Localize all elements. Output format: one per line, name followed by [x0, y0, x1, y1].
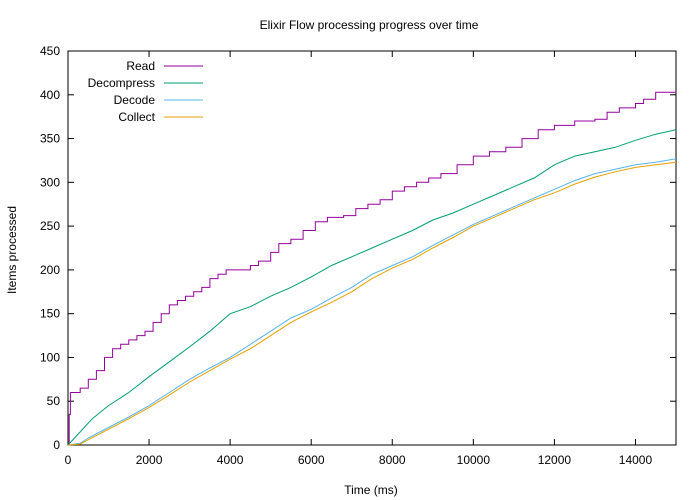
- y-tick-label: 50: [47, 394, 61, 408]
- chart-title: Elixir Flow processing progress over tim…: [260, 18, 479, 32]
- legend-label: Decompress: [88, 76, 155, 90]
- x-tick-label: 14000: [619, 453, 653, 467]
- y-tick-label: 0: [53, 438, 60, 452]
- y-tick-label: 250: [40, 219, 60, 233]
- x-tick-label: 6000: [298, 453, 325, 467]
- series-line-read: [68, 91, 676, 446]
- x-tick-label: 12000: [538, 453, 572, 467]
- y-tick-label: 200: [40, 263, 60, 277]
- y-tick-label: 400: [40, 88, 60, 102]
- y-tick-label: 450: [40, 44, 60, 58]
- axes: 0 2000 4000 6000 8000 10000 12000 14000 0 50 100 15…: [40, 44, 677, 467]
- legend-label: Collect: [118, 110, 155, 124]
- x-tick-label: 2000: [136, 453, 163, 467]
- x-tick-label: 10000: [457, 453, 491, 467]
- x-tick-label: 0: [65, 453, 72, 467]
- x-axis-label: Time (ms): [344, 483, 398, 497]
- y-axis-label: Items processed: [5, 206, 19, 294]
- legend: Read Decompress Decode Collect: [88, 59, 203, 124]
- series-line-decompress: [67, 129, 677, 446]
- x-tick-label: 4000: [217, 453, 244, 467]
- y-tick-label: 300: [40, 175, 60, 189]
- plot-border: [67, 50, 677, 446]
- series-line-collect: [67, 161, 677, 446]
- y-tick-label: 150: [40, 307, 60, 321]
- legend-label: Decode: [114, 93, 156, 107]
- series-line-decode: [67, 158, 677, 446]
- series-layer: [67, 91, 677, 446]
- y-tick-label: 100: [40, 350, 60, 364]
- y-tick-label: 350: [40, 132, 60, 146]
- legend-label: Read: [126, 59, 155, 73]
- x-tick-label: 8000: [379, 453, 406, 467]
